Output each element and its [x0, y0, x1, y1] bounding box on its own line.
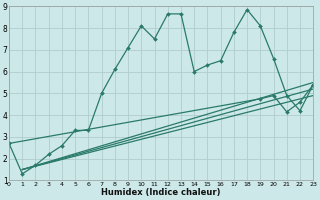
X-axis label: Humidex (Indice chaleur): Humidex (Indice chaleur) [101, 188, 221, 197]
